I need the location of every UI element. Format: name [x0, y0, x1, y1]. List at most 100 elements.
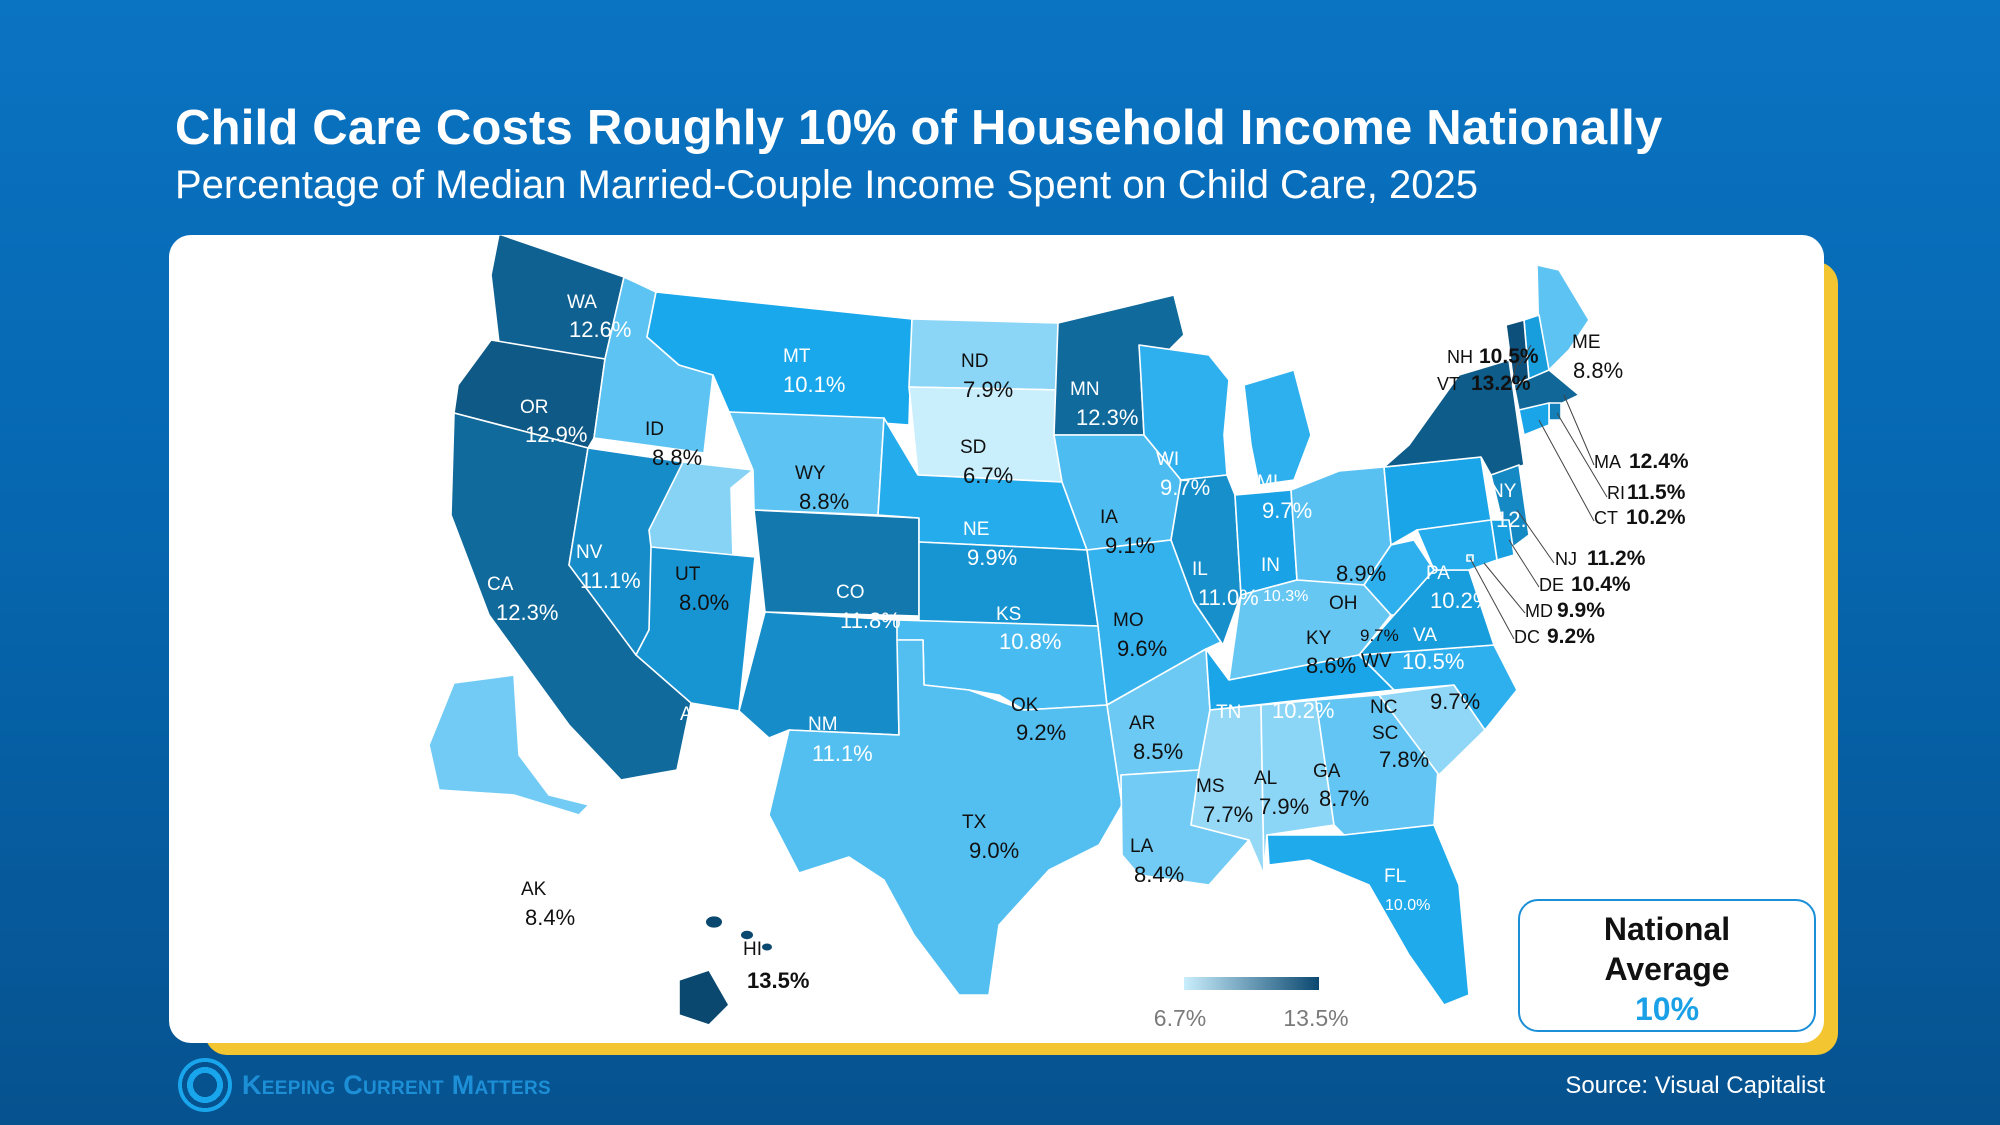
state-label-nc: NC — [1370, 697, 1397, 718]
state-value-id: 8.8% — [652, 445, 702, 470]
state-value-la: 8.4% — [1134, 862, 1184, 887]
state-value-wa: 12.6% — [569, 317, 631, 342]
state-shape-ak — [428, 674, 590, 816]
state-label-mn: MN — [1070, 379, 1100, 400]
state-label-ms: MS — [1196, 776, 1225, 797]
state-shape-il — [1170, 474, 1242, 646]
leader-line-dc — [1469, 557, 1515, 640]
state-label-nv: NV — [576, 542, 603, 563]
state-value-oh: 8.9% — [1336, 561, 1386, 586]
leader-line-de — [1508, 539, 1540, 588]
state-value-pa: 10.2% — [1430, 588, 1492, 613]
hawaii-island-1 — [706, 916, 722, 928]
state-shape-al — [1260, 699, 1335, 876]
state-value-ky: 8.6% — [1306, 653, 1356, 678]
state-label-fl: FL — [1384, 866, 1406, 887]
state-value-nj: 11.2% — [1587, 547, 1646, 570]
state-label-ct: CT — [1594, 508, 1618, 528]
state-label-ut: UT — [675, 564, 701, 585]
state-label-mi: MI — [1257, 472, 1278, 493]
state-label-mo: MO — [1113, 610, 1144, 631]
state-label-il: IL — [1192, 559, 1208, 580]
state-value-nm: 11.1% — [812, 741, 873, 766]
state-value-ia: 9.1% — [1105, 533, 1155, 558]
state-label-oh: OH — [1329, 593, 1358, 614]
state-value-va: 10.5% — [1402, 649, 1464, 674]
state-label-nh: NH — [1447, 347, 1473, 367]
state-label-nm: NM — [808, 714, 838, 735]
state-value-md: 9.9% — [1557, 599, 1605, 622]
state-label-va: VA — [1413, 625, 1437, 646]
state-label-ny: NY — [1490, 481, 1517, 502]
state-shape-tx — [768, 639, 1123, 996]
state-value-me: 8.8% — [1573, 358, 1623, 383]
state-value-az: 10.8% — [683, 730, 745, 755]
state-label-ky: KY — [1306, 628, 1332, 649]
state-label-ak: AK — [521, 879, 547, 900]
state-label-wy: WY — [795, 463, 826, 484]
state-value-wy: 8.8% — [799, 489, 849, 514]
page-title: Child Care Costs Roughly 10% of Househol… — [175, 101, 1663, 155]
legend-gradient-bar — [1184, 977, 1319, 990]
state-shape-fl — [1266, 824, 1470, 1006]
state-value-ar: 8.5% — [1133, 739, 1183, 764]
state-shape-az — [635, 546, 756, 712]
state-label-md: MD — [1525, 601, 1553, 621]
logo-swirl-icon — [178, 1058, 232, 1112]
state-value-co: 11.8% — [840, 608, 901, 633]
state-label-ga: GA — [1313, 761, 1341, 782]
legend-min-label: 6.7% — [1154, 1005, 1206, 1031]
state-value-nc: 9.7% — [1430, 689, 1480, 714]
state-label-nd: ND — [961, 351, 988, 372]
state-label-nj: NJ — [1555, 549, 1577, 569]
state-label-al: AL — [1254, 768, 1277, 789]
state-value-sd: 6.7% — [963, 463, 1013, 488]
map-card: WA 12.6% OR 12.9% CA 12.3% ID 8.8% NV 11.1% UT 8.0%… — [169, 235, 1824, 1043]
state-value-mn: 12.3% — [1076, 405, 1138, 430]
leader-line-ri — [1556, 412, 1608, 498]
state-label-mt: MT — [783, 346, 811, 367]
state-label-me: ME — [1572, 332, 1601, 353]
state-label-hi: HI — [743, 939, 762, 960]
state-value-dc: 9.2% — [1547, 625, 1595, 648]
state-label-ri: RI — [1607, 483, 1625, 503]
state-value-tx: 9.0% — [969, 838, 1019, 863]
us-choropleth-map: WA 12.6% OR 12.9% CA 12.3% ID 8.8% NV 11.1% UT 8.0%… — [428, 235, 1689, 1031]
brand-logo: Keeping Current Matters — [178, 1058, 551, 1112]
leader-line-ma — [1563, 394, 1595, 466]
state-label-ma: MA — [1594, 452, 1621, 472]
hawaii-island-3 — [762, 943, 772, 951]
state-label-ok: OK — [1011, 695, 1039, 716]
state-label-or: OR — [520, 397, 549, 418]
state-label-tx: TX — [962, 812, 987, 833]
state-label-de: DE — [1539, 575, 1564, 595]
state-value-de: 10.4% — [1571, 573, 1631, 596]
state-label-wi: WI — [1156, 449, 1179, 470]
state-value-ne: 9.9% — [967, 545, 1017, 570]
state-label-vt: VT — [1437, 374, 1460, 394]
leader-line-vt — [1510, 354, 1520, 386]
state-value-al: 7.9% — [1259, 794, 1309, 819]
state-label-wv: WV — [1361, 651, 1392, 672]
legend-max-label: 13.5% — [1283, 1005, 1348, 1031]
state-value-ak: 8.4% — [525, 905, 575, 930]
hawaii-island-2 — [741, 930, 753, 940]
state-value-nv: 11.1% — [580, 568, 641, 593]
state-value-ny: 12.8% — [1496, 507, 1558, 532]
state-value-il: 11.0% — [1198, 585, 1259, 610]
state-value-nh: 10.5% — [1479, 345, 1539, 368]
state-value-ks: 10.8% — [999, 629, 1061, 654]
state-label-sc: SC — [1372, 723, 1398, 744]
state-shape-hi — [678, 969, 730, 1026]
leader-line-md — [1483, 562, 1526, 614]
state-value-vt: 13.2% — [1471, 372, 1531, 395]
state-label-pa: PA — [1426, 563, 1450, 584]
state-value-ut: 8.0% — [679, 590, 729, 615]
national-average-label: National Average — [1603, 911, 1731, 987]
state-shape-ct — [1518, 402, 1550, 436]
state-value-in: 10.3% — [1263, 588, 1308, 605]
state-label-ar: AR — [1129, 713, 1155, 734]
state-value-ct: 10.2% — [1626, 506, 1686, 529]
state-label-ia: IA — [1100, 507, 1118, 528]
state-value-ma: 12.4% — [1629, 450, 1689, 473]
